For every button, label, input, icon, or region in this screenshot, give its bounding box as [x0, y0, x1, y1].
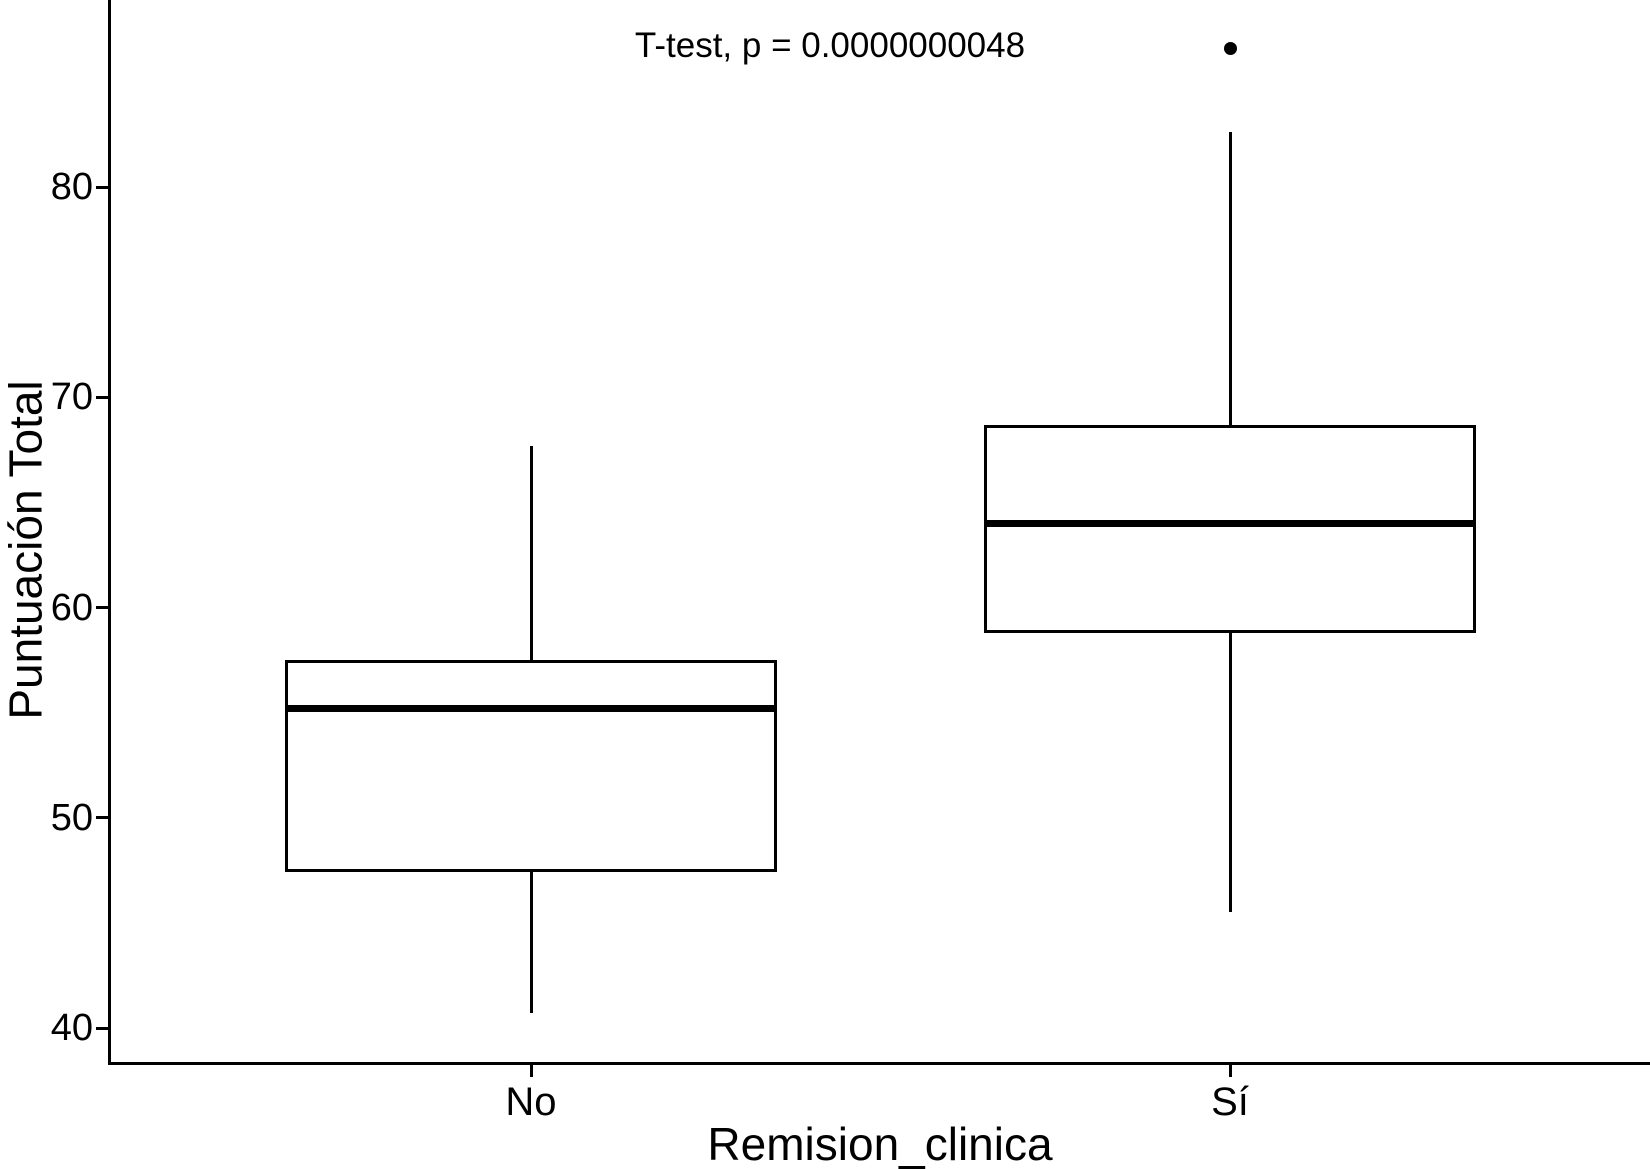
lower-whisker — [1228, 632, 1232, 913]
y-axis-tick — [96, 185, 108, 189]
median-line — [984, 519, 1476, 527]
y-tick-label: 50 — [50, 796, 93, 839]
x-axis-title: Remision_clinica — [707, 1118, 1053, 1169]
y-axis-line — [108, 0, 111, 1065]
upper-whisker — [529, 445, 533, 661]
outlier-point — [1223, 41, 1237, 55]
y-axis-tick — [96, 606, 108, 609]
ttest-pvalue-annotation: T-test, p = 0.0000000048 — [634, 26, 1026, 65]
y-axis-tick — [96, 816, 108, 820]
upper-whisker — [1228, 132, 1232, 425]
x-axis-tick — [529, 1065, 533, 1077]
y-axis-title: Puntuación Total — [0, 380, 52, 720]
y-tick-label: 70 — [50, 376, 93, 419]
y-tick-label: 60 — [50, 586, 93, 629]
x-axis-line — [108, 1062, 1650, 1065]
box-iqr-si — [984, 424, 1476, 633]
lower-whisker — [529, 872, 533, 1014]
x-axis-tick — [1228, 1065, 1232, 1077]
y-axis-tick — [96, 1026, 108, 1030]
y-tick-label: 40 — [50, 1007, 93, 1049]
median-line — [285, 704, 777, 712]
box-iqr-no — [285, 660, 777, 873]
x-category-label-no: No — [505, 1080, 557, 1124]
y-tick-label: 80 — [50, 166, 93, 208]
y-axis-tick — [96, 395, 108, 399]
x-category-label-si: Sí — [1211, 1080, 1249, 1124]
